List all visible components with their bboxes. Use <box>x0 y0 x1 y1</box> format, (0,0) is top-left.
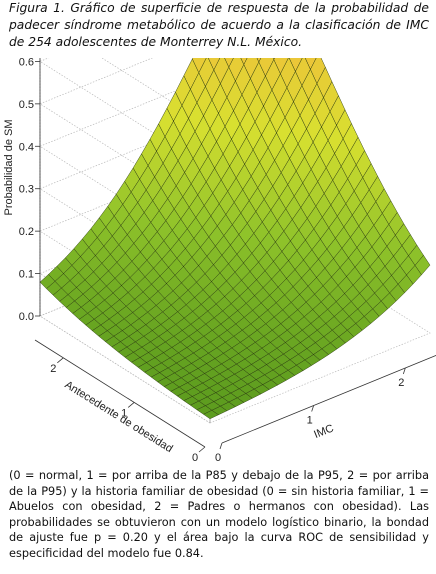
z-tick-label: 0.5 <box>19 99 34 111</box>
x-tick-label: 2 <box>398 377 404 389</box>
x-tick-2 <box>402 367 406 375</box>
surface-mesh <box>39 58 431 420</box>
z-tick-label: 0.6 <box>19 58 34 68</box>
z-tick-label: 0.3 <box>19 184 34 196</box>
z-tick-label: 0.1 <box>19 269 34 281</box>
x-axis-label: IMC <box>312 422 335 441</box>
caption-text: Gráfico de superficie de respuesta de la… <box>9 1 429 49</box>
y-tick-1 <box>127 402 135 408</box>
grid-line-z-7 <box>101 58 211 127</box>
x-tick-0 <box>219 442 223 450</box>
surface-cell <box>256 58 262 63</box>
z-tick-label: 0.0 <box>19 311 34 323</box>
y-tick-2 <box>57 357 64 364</box>
figure-footnote: (0 = normal, 1 = por arriba de la P85 y … <box>9 469 429 560</box>
grid-line-z-6 <box>39 58 211 169</box>
figure-label: Figura 1. <box>9 1 65 15</box>
z-tick-label: 0.4 <box>19 141 34 153</box>
z-axis-label: Probabilidad de SM <box>3 119 15 215</box>
surface-chart: 0.00.10.20.30.40.50.60.7Probabilidad de … <box>3 58 436 463</box>
x-tick-label: 0 <box>215 452 221 463</box>
y-tick-label: 2 <box>50 363 56 375</box>
surface-cell <box>203 410 219 420</box>
y-tick-label: 0 <box>192 452 198 463</box>
surface-cell <box>240 58 248 66</box>
x-tick-1 <box>311 405 315 412</box>
x-tick-label: 1 <box>307 415 313 427</box>
surface-cell <box>224 58 234 68</box>
y-tick-0 <box>198 446 206 453</box>
z-tick-label: 0.2 <box>19 226 34 238</box>
figure-caption: Figura 1. Gráfico de superficie de respu… <box>9 0 429 51</box>
y-tick-label: 1 <box>121 407 127 419</box>
